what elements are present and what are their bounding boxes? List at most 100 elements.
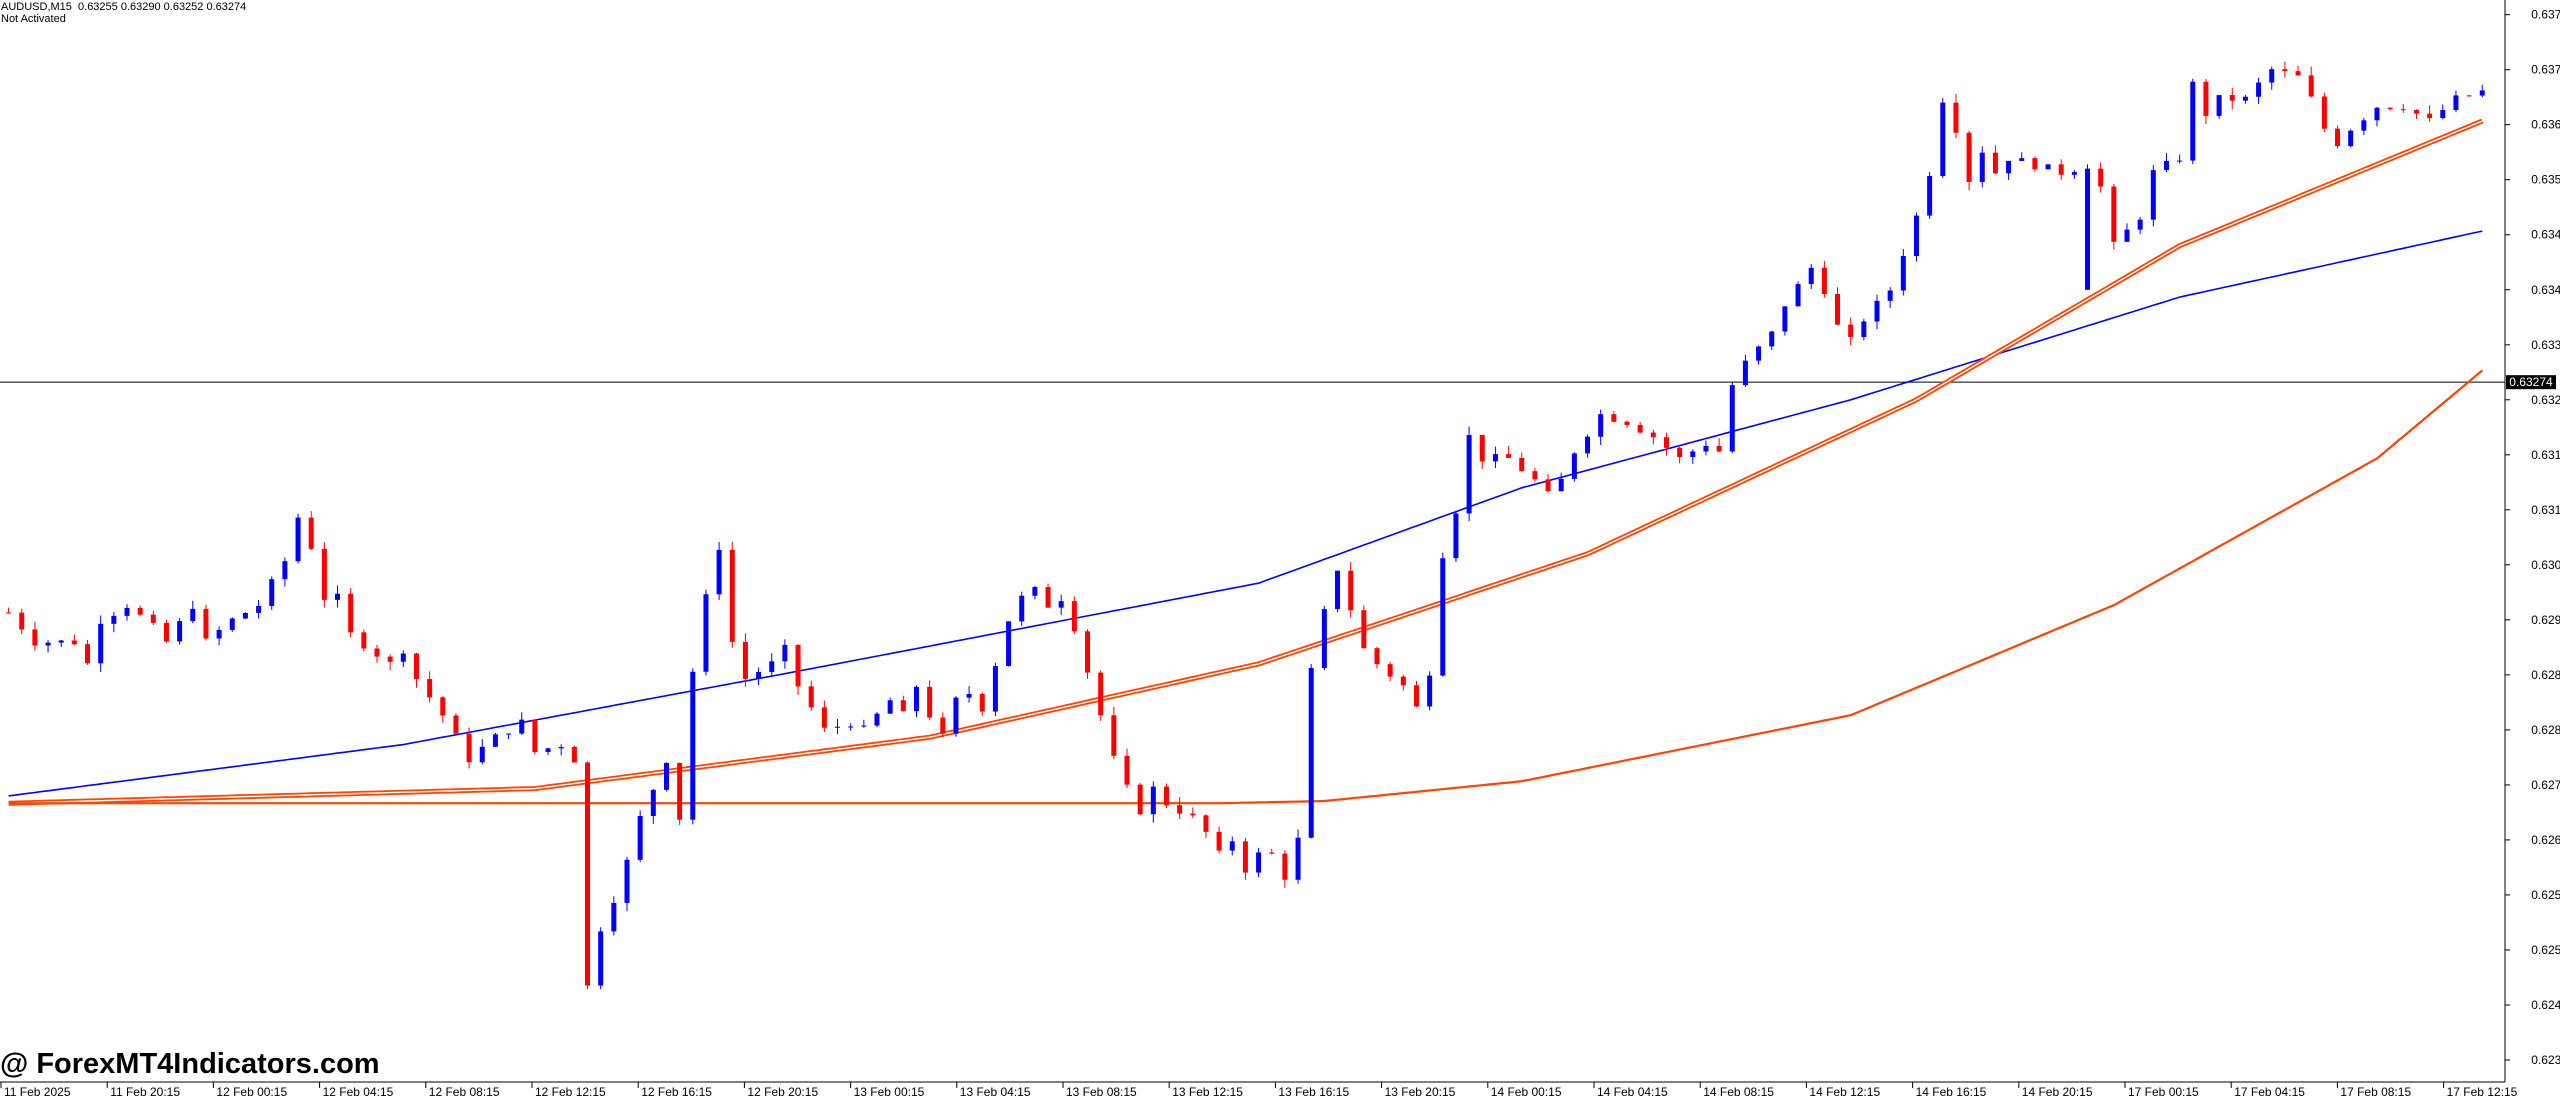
price-tick-label: 0.62350 bbox=[2531, 1053, 2560, 1067]
candle-body bbox=[98, 623, 104, 664]
candle-body bbox=[1887, 290, 1893, 301]
candle-body bbox=[1321, 609, 1327, 669]
price-tick-label: 0.63175 bbox=[2531, 448, 2560, 462]
time-tick-label: 14 Feb 08:15 bbox=[1703, 1085, 1774, 1099]
time-tick-label: 12 Feb 20:15 bbox=[747, 1085, 818, 1099]
candle-body bbox=[887, 700, 893, 714]
candle-body bbox=[1571, 453, 1577, 479]
candle-body bbox=[1006, 621, 1012, 667]
price-tick-label: 0.62500 bbox=[2531, 943, 2560, 957]
candle-body bbox=[1019, 595, 1025, 622]
candle-body bbox=[1874, 300, 1880, 322]
candle-body bbox=[861, 725, 867, 727]
candle-body bbox=[1650, 432, 1656, 438]
candle-body bbox=[1913, 215, 1919, 256]
candle-body bbox=[1532, 471, 1538, 480]
candle-body bbox=[190, 608, 196, 622]
time-tick-label: 12 Feb 08:15 bbox=[429, 1085, 500, 1099]
candle-body bbox=[2361, 120, 2367, 131]
price-tick-label: 0.63700 bbox=[2531, 63, 2560, 77]
candle-body bbox=[1677, 447, 1683, 457]
candle-body bbox=[992, 666, 998, 712]
candle-body bbox=[1861, 321, 1867, 338]
candle-body bbox=[663, 762, 669, 790]
candle-body bbox=[19, 612, 25, 630]
candle-body bbox=[1216, 831, 1222, 851]
candle-body bbox=[1808, 267, 1814, 285]
candle-body bbox=[2269, 69, 2275, 83]
candle-body bbox=[1795, 284, 1801, 307]
candle-body bbox=[900, 700, 906, 712]
price-tick-label: 0.63625 bbox=[2531, 118, 2560, 132]
candle-body bbox=[2440, 110, 2446, 119]
candle-body bbox=[1821, 267, 1827, 295]
candle-body bbox=[2177, 160, 2183, 162]
candle-body bbox=[2137, 219, 2143, 230]
candle-body bbox=[2374, 107, 2380, 121]
candle-body bbox=[427, 679, 433, 698]
candle-body bbox=[729, 549, 735, 642]
time-tick-label: 17 Feb 00:15 bbox=[2128, 1085, 2199, 1099]
candle-body bbox=[2019, 158, 2025, 161]
candle-body bbox=[1611, 414, 1617, 422]
time-tick-label: 14 Feb 16:15 bbox=[1916, 1085, 1987, 1099]
candle-body bbox=[703, 594, 709, 672]
candle-body bbox=[769, 661, 775, 672]
price-tick-label: 0.62425 bbox=[2531, 998, 2560, 1012]
candle-body bbox=[479, 746, 485, 763]
candle-body bbox=[1229, 841, 1235, 851]
candle-body bbox=[1545, 479, 1551, 492]
candle-body bbox=[1506, 454, 1512, 458]
candle-body bbox=[1071, 601, 1077, 632]
candle-body bbox=[229, 618, 235, 630]
candle-body bbox=[45, 642, 51, 646]
activation-status: Not Activated bbox=[1, 13, 66, 25]
candle-body bbox=[71, 640, 77, 645]
candle-body bbox=[532, 719, 538, 752]
candle-body bbox=[2413, 109, 2419, 114]
price-tick-label: 0.62875 bbox=[2531, 668, 2560, 682]
candle-body bbox=[1637, 424, 1643, 433]
candle-body bbox=[558, 746, 564, 749]
candle-body bbox=[85, 644, 91, 664]
candle-body bbox=[1413, 685, 1419, 707]
candle-body bbox=[2071, 172, 2077, 175]
candle-body bbox=[585, 762, 591, 986]
candle-body bbox=[2242, 96, 2248, 101]
candle-body bbox=[795, 644, 801, 687]
candle-body bbox=[1966, 132, 1972, 182]
current-price-tag bbox=[2506, 375, 2556, 390]
candle-body bbox=[282, 561, 288, 580]
time-tick-label: 17 Feb 12:15 bbox=[2447, 1085, 2518, 1099]
candle-body bbox=[2427, 113, 2433, 119]
candle-body bbox=[506, 733, 512, 735]
candle-body bbox=[1663, 437, 1669, 448]
candle-body bbox=[1519, 457, 1525, 472]
candle-body bbox=[545, 748, 551, 752]
price-tick-label: 0.63550 bbox=[2531, 173, 2560, 187]
time-tick-label: 13 Feb 04:15 bbox=[960, 1085, 1031, 1099]
candle-body bbox=[1979, 152, 1985, 182]
candle-body bbox=[1703, 445, 1709, 452]
candle-body bbox=[2335, 128, 2341, 147]
candle-body bbox=[1032, 586, 1038, 596]
candle-body bbox=[2163, 160, 2169, 171]
candle-body bbox=[808, 686, 814, 708]
price-tick-label: 0.62725 bbox=[2531, 778, 2560, 792]
candle-body bbox=[1361, 610, 1367, 649]
current-price-label: 0.63274 bbox=[2509, 375, 2553, 389]
candle-body bbox=[1440, 558, 1446, 676]
candle-body bbox=[1163, 786, 1169, 806]
watermark-text: @ ForexMT4Indicators.com bbox=[0, 1048, 380, 1080]
candle-body bbox=[966, 693, 972, 698]
candle-body bbox=[2295, 71, 2301, 76]
price-tick-label: 0.62950 bbox=[2531, 613, 2560, 627]
candle-body bbox=[1190, 813, 1196, 816]
candle-body bbox=[6, 612, 12, 614]
candle-body bbox=[519, 719, 525, 734]
candle-body bbox=[163, 622, 169, 642]
candle-body bbox=[2308, 75, 2314, 97]
candle-body bbox=[1308, 668, 1314, 838]
